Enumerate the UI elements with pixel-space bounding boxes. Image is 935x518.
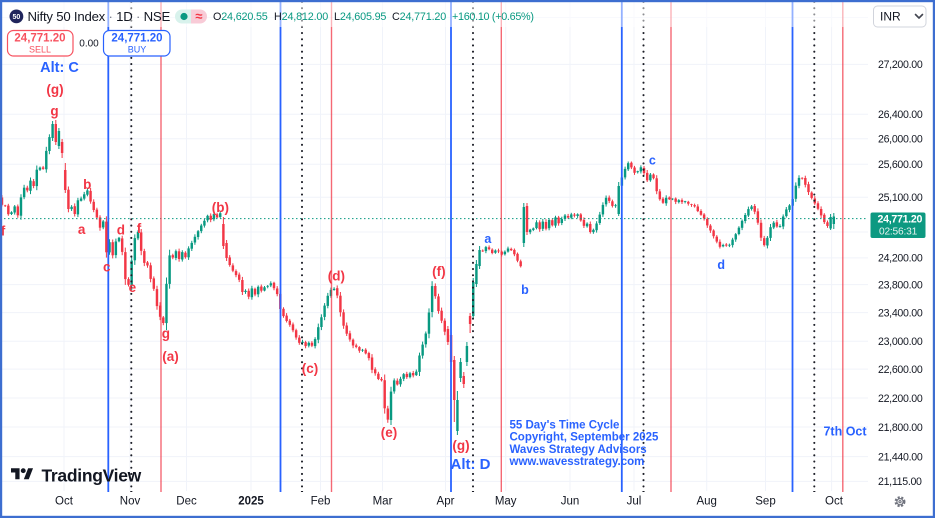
svg-text:27,200.00: 27,200.00 [878,59,923,71]
svg-text:(g): (g) [46,82,63,97]
svg-text:Dec: Dec [176,496,197,508]
svg-text:May: May [495,496,517,508]
svg-text:d: d [717,258,725,272]
svg-text:7th Oct: 7th Oct [823,425,867,439]
svg-text:b: b [83,177,91,192]
svg-text:Oct: Oct [55,496,74,508]
svg-text:Aug: Aug [696,496,716,508]
svg-text:50: 50 [13,14,21,21]
svg-text:24,771.20: 24,771.20 [14,33,65,45]
svg-text:Mar: Mar [373,496,393,508]
svg-text:23,000.00: 23,000.00 [878,336,923,348]
svg-text:Jun: Jun [561,496,580,508]
svg-text:24,200.00: 24,200.00 [878,253,923,265]
svg-text:55 Day's Time Cycle: 55 Day's Time Cycle [510,420,620,432]
svg-text:Sep: Sep [755,496,775,508]
svg-text:02:56:31: 02:56:31 [879,226,918,237]
svg-text:Copyright, September 2025: Copyright, September 2025 [510,432,660,444]
svg-text:f: f [1,224,6,239]
svg-text:C24,771.20: C24,771.20 [392,11,446,23]
svg-text:b: b [521,283,529,297]
svg-text:Apr: Apr [437,496,455,508]
svg-text:(a): (a) [162,349,179,364]
svg-text:a: a [484,232,492,246]
svg-text:g: g [50,104,58,119]
svg-text:23,400.00: 23,400.00 [878,307,923,319]
svg-text:21,115.00: 21,115.00 [878,476,922,488]
svg-text:www.wavesstrategy.com: www.wavesstrategy.com [509,456,645,468]
svg-text:f: f [137,221,142,236]
svg-text:0.00: 0.00 [79,39,99,50]
svg-text:≈: ≈ [195,9,202,24]
svg-text:(c): (c) [302,361,319,376]
svg-text:(e): (e) [381,425,398,440]
svg-text:H24,812.00: H24,812.00 [274,11,328,23]
svg-text:Nifty 50 Index · 1D · NSE: Nifty 50 Index · 1D · NSE [28,9,171,24]
svg-text:Waves Strategy Advisors: Waves Strategy Advisors [510,444,647,456]
svg-text:O24,620.55: O24,620.55 [213,11,268,23]
svg-text:INR: INR [880,10,901,24]
svg-text:25,100.00: 25,100.00 [878,192,923,204]
svg-text:24,771.20: 24,771.20 [878,214,923,226]
svg-text:Nov: Nov [120,496,141,508]
svg-text:22,200.00: 22,200.00 [878,393,923,405]
svg-text:Jul: Jul [627,496,642,508]
svg-text:L24,605.95: L24,605.95 [334,11,386,23]
svg-text:23,800.00: 23,800.00 [878,279,923,291]
svg-text:(f): (f) [432,264,446,279]
svg-text:21,800.00: 21,800.00 [878,422,923,434]
svg-text:c: c [649,154,656,168]
svg-text:g: g [162,326,170,341]
svg-text:Feb: Feb [311,496,331,508]
svg-text:26,000.00: 26,000.00 [878,134,923,146]
svg-text:e: e [129,280,137,295]
svg-text:BUY: BUY [128,45,147,55]
svg-text:Alt: C: Alt: C [40,60,79,76]
svg-text:c: c [103,260,111,275]
svg-text:22,600.00: 22,600.00 [878,364,923,376]
svg-text:(d): (d) [328,269,345,284]
svg-text:TradingView: TradingView [42,466,142,486]
svg-text:(g): (g) [452,438,469,453]
svg-text:24,771.20: 24,771.20 [111,33,162,45]
svg-text:21,440.00: 21,440.00 [878,451,923,463]
svg-text:(b): (b) [212,200,229,215]
svg-text:+160.10 (+0.65%): +160.10 (+0.65%) [452,11,534,23]
svg-text:SELL: SELL [29,45,51,55]
svg-text:d: d [117,223,125,238]
svg-text:Oct: Oct [825,496,844,508]
svg-text:2025: 2025 [238,496,264,508]
svg-text:25,600.00: 25,600.00 [878,159,923,171]
svg-text:a: a [78,222,86,237]
svg-text:26,400.00: 26,400.00 [878,109,923,121]
svg-text:Alt: D: Alt: D [451,456,491,473]
